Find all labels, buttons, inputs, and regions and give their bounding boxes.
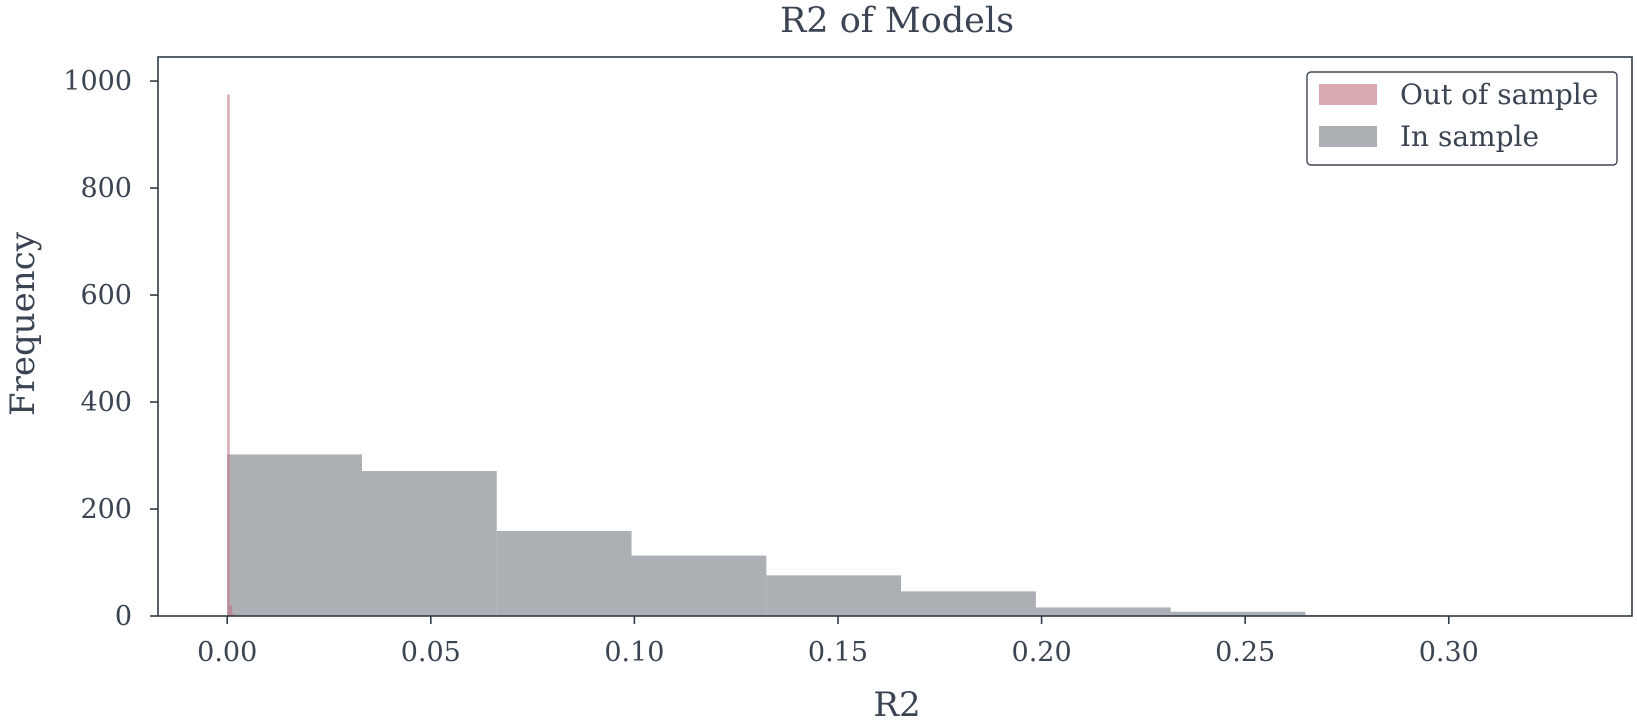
plot-area: 0.00 0.05 0.10 0.15 0.20 0.25 0.30 0 200 400 600 80… <box>63 56 1633 668</box>
x-tick-label: 0.30 <box>1419 637 1479 668</box>
bar-in-sample-0 <box>227 454 362 616</box>
bar-in-sample-5 <box>901 591 1036 616</box>
y-tick-label: 800 <box>80 173 132 204</box>
bar-in-sample-3 <box>631 555 767 616</box>
x-tick-label: 0.00 <box>197 637 257 668</box>
bar-in-sample-6 <box>1035 607 1171 616</box>
y-tick-label: 0 <box>115 601 132 632</box>
x-axis-label: R2 <box>873 685 920 725</box>
x-tick-label: 0.10 <box>604 637 664 668</box>
y-axis-label: Frequency <box>3 231 43 416</box>
legend: Out of sample In sample <box>1306 71 1618 166</box>
legend-label-in-sample: In sample <box>1400 120 1539 153</box>
x-tick-label: 0.25 <box>1215 637 1275 668</box>
chart-title: R2 of Models <box>780 1 1014 41</box>
x-tick-label: 0.05 <box>401 637 461 668</box>
legend-swatch-in-sample <box>1319 126 1377 147</box>
axes-frame <box>157 56 1633 617</box>
bar-out-of-sample-2 <box>232 613 235 616</box>
y-tick-label: 600 <box>80 280 132 311</box>
bar-out-of-sample-0 <box>227 94 230 617</box>
y-tick-label: 1000 <box>63 66 132 97</box>
bar-in-sample-7 <box>1170 611 1306 616</box>
bar-out-of-sample-1 <box>229 605 233 616</box>
y-tick-label: 400 <box>80 387 132 418</box>
bar-in-sample-2 <box>496 530 632 616</box>
legend-swatch-out-of-sample <box>1319 84 1377 105</box>
legend-box <box>1306 71 1618 166</box>
legend-label-out-of-sample: Out of sample <box>1400 78 1598 111</box>
x-tick-label: 0.20 <box>1012 637 1072 668</box>
bar-in-sample-4 <box>766 575 902 616</box>
y-tick-label: 200 <box>80 494 132 525</box>
x-tick-label: 0.15 <box>808 637 868 668</box>
bar-in-sample-1 <box>361 471 497 616</box>
